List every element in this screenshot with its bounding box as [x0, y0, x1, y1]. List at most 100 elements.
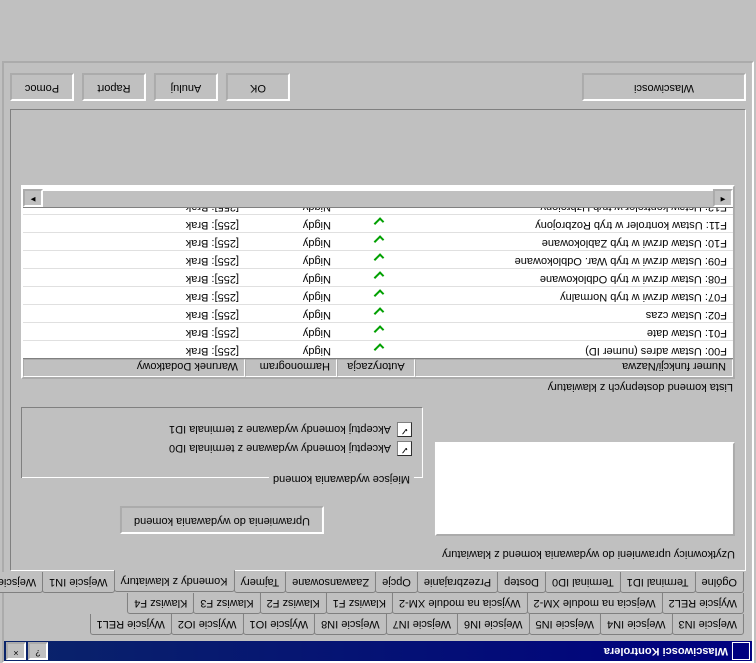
table-row[interactable]: F10: Ustaw drzwi w tryb ZablokowaneNigdy… — [23, 232, 733, 250]
tab[interactable]: Wejscie IN1 — [42, 572, 114, 593]
table-row[interactable]: F01: Ustaw dateNigdy[255]: Brak — [23, 322, 733, 340]
help-window-button[interactable]: ? — [28, 642, 48, 660]
cell-condition: [255]: Brak — [23, 208, 245, 214]
tab[interactable]: Tajmery — [234, 572, 287, 593]
cell-auth — [337, 215, 415, 232]
tab[interactable]: Wejscie IN7 — [386, 614, 458, 635]
footer-buttons: Wlasciwosci OK Anuluj Raport Pomoc — [10, 73, 746, 101]
col-auth[interactable]: Autoryzacja — [337, 359, 415, 377]
tab[interactable]: Zaawansowane — [285, 572, 376, 593]
cell-function: F00: Ustaw adres (numer ID) — [415, 341, 733, 358]
scroll-left-icon[interactable]: ◄ — [713, 189, 733, 207]
tab[interactable]: Wejscie IN2 — [0, 572, 43, 593]
app-icon — [732, 642, 750, 660]
tab[interactable]: Wyjscie IO2 — [171, 614, 244, 635]
cell-auth — [337, 305, 415, 322]
window-title: Wlasciwosci Kontrolera — [50, 645, 728, 657]
cancel-button[interactable]: Anuluj — [154, 73, 218, 101]
tab-body: Uzytkownicy uprawnieni do wydawania kome… — [10, 109, 746, 571]
tab[interactable]: Terminal ID0 — [545, 572, 621, 593]
users-listbox[interactable] — [435, 442, 735, 536]
cell-schedule: Nigdy — [245, 323, 337, 340]
tab[interactable]: Klawisz F2 — [260, 593, 327, 614]
h-scrollbar[interactable]: ◄ ► — [23, 191, 733, 208]
ok-button[interactable]: OK — [226, 73, 290, 101]
dialog-window: Wlasciwosci Kontrolera ? × Wejscie IN3We… — [2, 61, 754, 663]
check-icon — [369, 292, 383, 302]
cell-condition: [255]: Brak — [23, 215, 245, 232]
cell-schedule: Nigdy — [245, 287, 337, 304]
check-icon — [369, 274, 383, 284]
col-condition[interactable]: Warunek Dodatkowy — [23, 359, 245, 377]
cell-function: F08: Ustaw drzwi w tryb Odblokowane — [415, 269, 733, 286]
list-body[interactable]: F00: Ustaw adres (numer ID)Nigdy[255]: B… — [23, 208, 733, 358]
users-label: Uzytkownicy uprawnieni do wydawania kome… — [21, 548, 735, 560]
cell-schedule: Nigdy — [245, 269, 337, 286]
cell-function: F01: Ustaw date — [415, 323, 733, 340]
table-row[interactable]: F02: Ustaw czasNigdy[255]: Brak — [23, 304, 733, 322]
command-source-group: Miejsce wydawania komend ✓ Akceptuj kome… — [21, 407, 423, 478]
col-schedule[interactable]: Harmonogram — [245, 359, 337, 377]
tab[interactable]: Przezbrajanie — [417, 572, 498, 593]
tab[interactable]: Terminal ID1 — [620, 572, 696, 593]
check-icon — [369, 220, 383, 230]
cell-schedule: Nigdy — [245, 251, 337, 268]
cell-schedule: Nigdy — [245, 215, 337, 232]
col-function[interactable]: Numer funkcji/Nazwa — [415, 359, 733, 377]
table-row[interactable]: F00: Ustaw adres (numer ID)Nigdy[255]: B… — [23, 340, 733, 358]
table-row[interactable]: F09: Ustaw drzwi w tryb War. Odblokowane… — [23, 250, 733, 268]
help-button[interactable]: Pomoc — [10, 73, 74, 101]
close-window-button[interactable]: × — [6, 642, 26, 660]
titlebar: Wlasciwosci Kontrolera ? × — [4, 641, 752, 661]
accept-id0-checkbox[interactable]: ✓ — [397, 441, 412, 456]
table-row[interactable]: F08: Ustaw drzwi w tryb Odblokowane Nigdy… — [23, 268, 733, 286]
cell-auth — [337, 208, 415, 214]
tab-row-2: Wyjscie REL2Wejscia na module XM-2Wyjsci… — [10, 593, 744, 614]
cell-function: F07: Ustaw drzwi w tryb Normalny — [415, 287, 733, 304]
tab[interactable]: Wyjscia na module XM-2 — [392, 593, 528, 614]
cell-condition: [255]: Brak — [23, 269, 245, 286]
permissions-button[interactable]: Uprawnienia do wydawania komend — [120, 506, 324, 534]
cell-auth — [337, 323, 415, 340]
cell-condition: [255]: Brak — [23, 305, 245, 322]
tab[interactable]: Wejscie IN6 — [457, 614, 529, 635]
tab[interactable]: Wejscie IN4 — [600, 614, 672, 635]
tab[interactable]: Klawisz F1 — [326, 593, 393, 614]
properties-button[interactable]: Wlasciwosci — [582, 73, 746, 101]
table-row[interactable]: F12: Ustaw kontroler w tryb UzbrojonyNig… — [23, 208, 733, 214]
list-label: Lista komend dostepnych z klawiatury — [21, 381, 733, 393]
cell-auth — [337, 341, 415, 358]
table-row[interactable]: F07: Ustaw drzwi w tryb Normalny Nigdy[25… — [23, 286, 733, 304]
cell-function: F11: Ustaw kontroler w tryb Rozbrojony — [415, 215, 733, 232]
tab[interactable]: Komendy z klawiatury — [114, 570, 235, 592]
cell-condition: [255]: Brak — [23, 341, 245, 358]
tab[interactable]: Wyjscie REL2 — [662, 593, 744, 614]
accept-id1-label: Akceptuj komendy wydawane z terminala ID… — [169, 424, 391, 436]
tab-row-3: OgólneTerminal ID1Terminal ID0DostepPrze… — [10, 571, 744, 593]
accept-id1-checkbox[interactable]: ✓ — [397, 422, 412, 437]
tab[interactable]: Ogólne — [695, 572, 744, 593]
table-row[interactable]: F11: Ustaw kontroler w tryb Rozbrojony Ni… — [23, 214, 733, 232]
cell-auth — [337, 287, 415, 304]
report-button[interactable]: Raport — [82, 73, 146, 101]
cell-auth — [337, 269, 415, 286]
tab[interactable]: Klawisz F4 — [127, 593, 194, 614]
tab[interactable]: Wyjscie IO1 — [243, 614, 316, 635]
check-icon — [369, 328, 383, 338]
client-area: Wejscie IN3Wejscie IN4Wejscie IN5Wejscie… — [4, 63, 752, 641]
tab[interactable]: Opcje — [375, 572, 418, 593]
cell-schedule: Nigdy — [245, 305, 337, 322]
cell-condition: [255]: Brak — [23, 287, 245, 304]
scroll-right-icon[interactable]: ► — [23, 189, 43, 207]
tab[interactable]: Dostep — [497, 572, 546, 593]
cell-function: F10: Ustaw drzwi w tryb Zablokowane — [415, 233, 733, 250]
cell-auth — [337, 251, 415, 268]
tab[interactable]: Wyjscie REL1 — [90, 614, 172, 635]
tab[interactable]: Wejscia na module XM-2 — [527, 593, 663, 614]
tab[interactable]: Wejscie IN3 — [672, 614, 744, 635]
tab[interactable]: Klawisz F3 — [193, 593, 260, 614]
list-header: Numer funkcji/Nazwa Autoryzacja Harmonog… — [23, 358, 733, 377]
tab[interactable]: Wejscie IN8 — [314, 614, 386, 635]
tab[interactable]: Wejscie IN5 — [529, 614, 601, 635]
scroll-track[interactable] — [43, 191, 713, 207]
